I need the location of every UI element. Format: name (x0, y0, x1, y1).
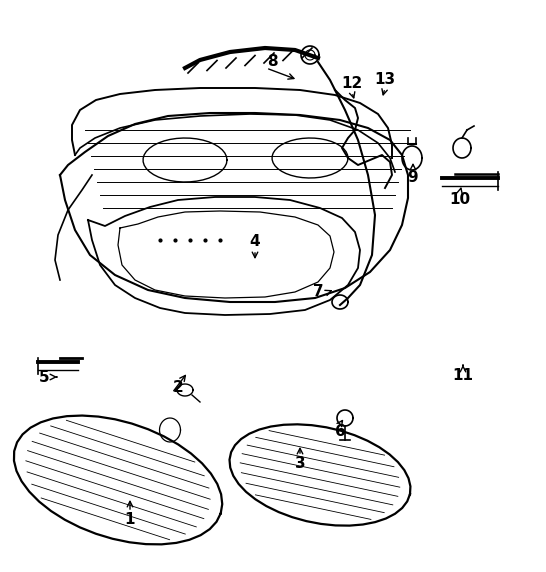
Text: 13: 13 (375, 73, 395, 88)
Text: 1: 1 (124, 513, 135, 527)
Text: 2: 2 (173, 379, 183, 395)
Text: 9: 9 (408, 169, 418, 185)
Text: 4: 4 (250, 235, 260, 249)
Text: 8: 8 (266, 54, 277, 70)
Text: 10: 10 (449, 193, 471, 208)
Text: 3: 3 (295, 456, 305, 471)
Text: 7: 7 (313, 284, 323, 300)
Text: 6: 6 (335, 424, 346, 439)
Text: 12: 12 (341, 77, 363, 92)
Text: 11: 11 (453, 368, 473, 383)
Text: 5: 5 (39, 370, 49, 384)
